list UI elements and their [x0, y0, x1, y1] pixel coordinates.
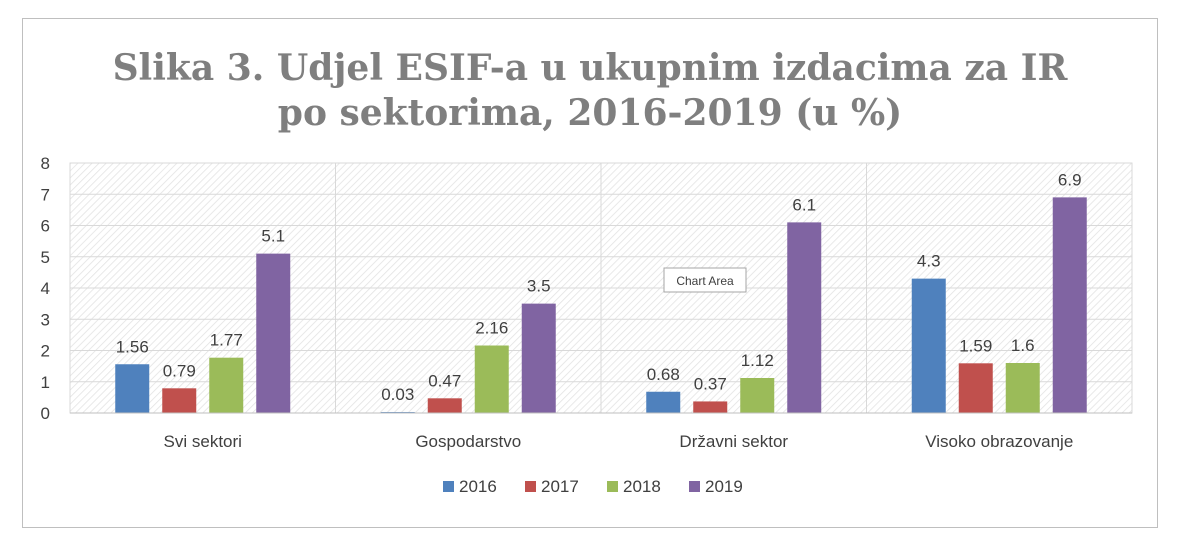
bar-2018-2	[474, 345, 509, 413]
data-label-2019-4: 6.9	[1058, 170, 1082, 189]
data-label-2018-2: 2.16	[475, 319, 508, 338]
chart-area-tooltip: Chart Area	[663, 267, 747, 293]
x-category-label-1: Svi sektori	[164, 432, 242, 451]
data-label-2019-2: 3.5	[527, 277, 551, 296]
y-tick-label-2: 2	[41, 342, 50, 361]
tooltip-box	[663, 267, 747, 293]
bar-2019-3	[787, 222, 822, 413]
y-tick-label-1: 1	[41, 373, 50, 392]
y-tick-label-0: 0	[41, 404, 50, 423]
bar-2019-4	[1052, 197, 1087, 413]
data-label-2017-4: 1.59	[959, 336, 992, 355]
chart-title-line-2: po sektorima, 2016-2019 (u %)	[278, 92, 902, 134]
legend-label-2019: 2019	[705, 477, 743, 496]
legend-swatch-2018	[607, 481, 618, 492]
bar-2018-3	[740, 378, 775, 413]
bar-2018-1	[209, 357, 244, 413]
data-label-2016-3: 0.68	[647, 365, 680, 384]
chart-title-line-1: Slika 3. Udjel ESIF-a u ukupnim izdacima…	[113, 47, 1069, 89]
bar-2017-3	[693, 401, 728, 413]
legend-swatch-2016	[443, 481, 454, 492]
x-category-label-3: Državni sektor	[679, 432, 788, 451]
data-label-2018-3: 1.12	[741, 351, 774, 370]
bar-2019-1	[256, 253, 291, 413]
legend-label-2018: 2018	[623, 477, 661, 496]
bar-2017-1	[162, 388, 197, 413]
y-tick-label-3: 3	[41, 310, 50, 329]
bar-2018-4	[1005, 363, 1040, 413]
bar-2017-4	[958, 363, 993, 413]
data-label-2017-2: 0.47	[428, 371, 461, 390]
bar-2019-2	[521, 303, 556, 413]
bar-2016-1	[115, 364, 150, 413]
legend-swatch-2017	[525, 481, 536, 492]
y-tick-label-8: 8	[41, 154, 50, 173]
data-label-2018-1: 1.77	[210, 331, 243, 350]
y-tick-label-5: 5	[41, 248, 50, 267]
y-tick-label-7: 7	[41, 185, 50, 204]
bar-2017-2	[427, 398, 462, 413]
data-label-2017-3: 0.37	[694, 374, 727, 393]
data-label-2017-1: 0.79	[163, 361, 196, 380]
data-label-2016-1: 1.56	[116, 337, 149, 356]
data-label-2019-3: 6.1	[792, 195, 816, 214]
y-tick-label-6: 6	[41, 217, 50, 236]
data-label-2016-2: 0.03	[381, 385, 414, 404]
data-label-2019-1: 5.1	[261, 227, 285, 246]
data-label-2016-4: 4.3	[917, 252, 941, 271]
legend-label-2016: 2016	[459, 477, 497, 496]
tooltip-label: Chart Area	[676, 274, 734, 288]
x-category-label-4: Visoko obrazovanje	[925, 432, 1073, 451]
bar-2016-4	[911, 278, 946, 413]
y-tick-label-4: 4	[41, 279, 50, 298]
x-category-label-2: Gospodarstvo	[415, 432, 521, 451]
legend-swatch-2019	[689, 481, 700, 492]
legend-label-2017: 2017	[541, 477, 579, 496]
bar-2016-3	[646, 391, 681, 413]
data-label-2018-4: 1.6	[1011, 336, 1035, 355]
